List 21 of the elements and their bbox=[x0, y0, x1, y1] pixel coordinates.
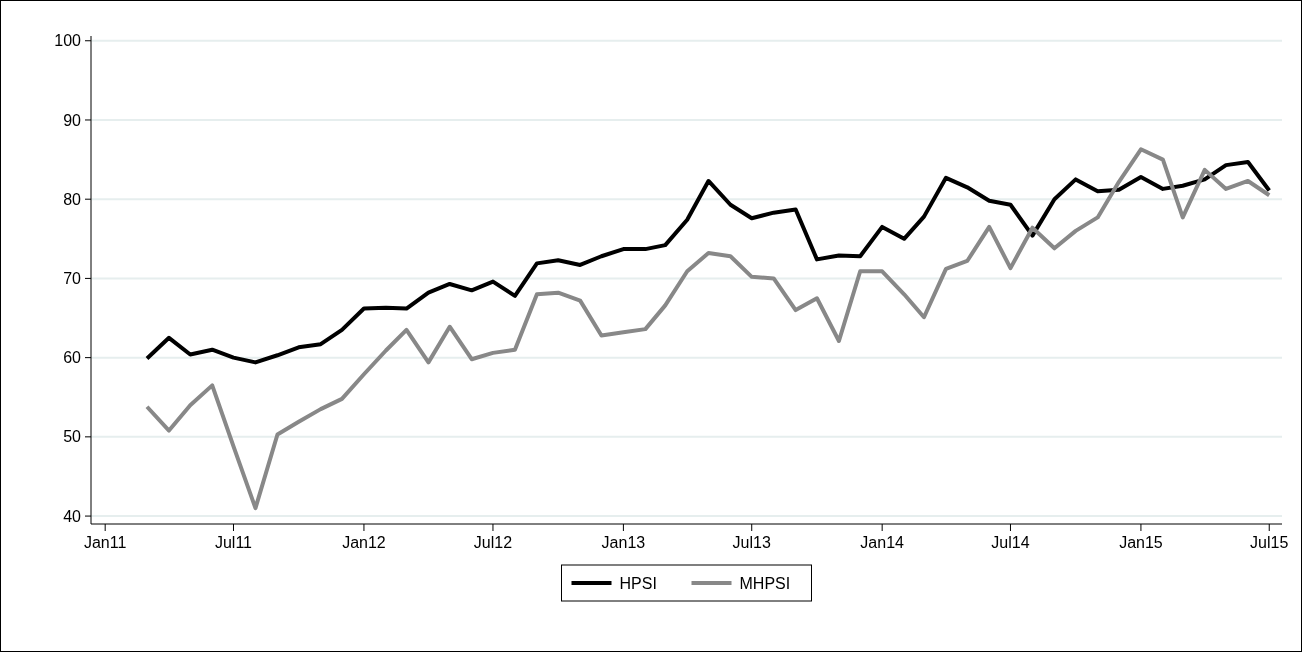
x-tick-label: Jul13 bbox=[732, 534, 771, 551]
y-tick-label: 50 bbox=[63, 428, 82, 446]
x-tick-label: Jul15 bbox=[1250, 534, 1289, 551]
x-tick-label: Jul11 bbox=[214, 534, 253, 551]
y-tick-label: 60 bbox=[63, 349, 82, 367]
y-tick-label: 70 bbox=[63, 270, 82, 288]
line-series bbox=[145, 159, 1272, 365]
line-series bbox=[145, 147, 1272, 511]
x-tick-label: Jan11 bbox=[83, 534, 127, 551]
x-tick-label: Jan14 bbox=[860, 534, 905, 551]
x-tick-label: Jan15 bbox=[1119, 534, 1163, 551]
legend-label: MHPSI bbox=[739, 574, 791, 592]
y-tick-label: 80 bbox=[63, 190, 82, 208]
y-tick-label: 90 bbox=[63, 111, 82, 129]
y-tick-label: 100 bbox=[54, 32, 82, 50]
x-tick-label: Jul12 bbox=[473, 534, 513, 551]
x-tick-label: Jan12 bbox=[342, 534, 386, 551]
x-tick-label: Jul14 bbox=[991, 534, 1030, 551]
x-tick-label: Jan13 bbox=[601, 534, 646, 551]
y-tick-label: 40 bbox=[63, 507, 82, 525]
legend-label: HPSI bbox=[619, 574, 657, 592]
